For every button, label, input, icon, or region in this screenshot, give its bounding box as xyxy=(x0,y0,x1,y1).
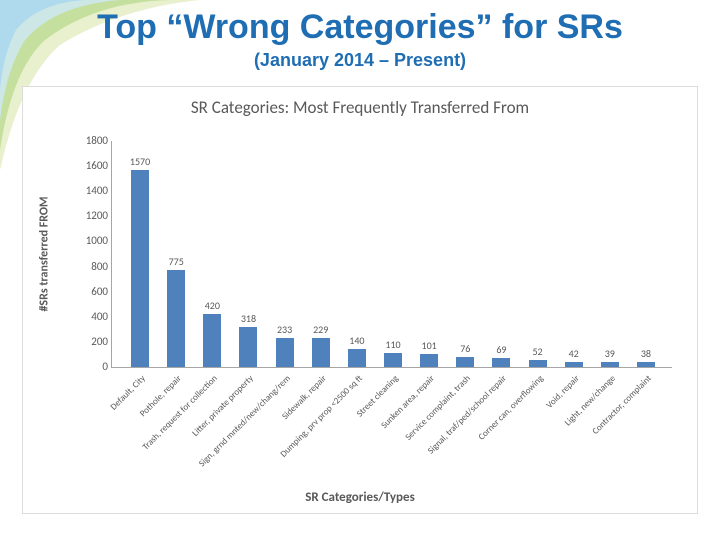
bar-value-label: 52 xyxy=(520,345,556,358)
bar xyxy=(167,270,185,367)
y-tick: 200 xyxy=(76,335,108,348)
bar xyxy=(384,353,402,367)
bar xyxy=(637,362,655,367)
bar-value-label: 69 xyxy=(483,343,519,356)
bar xyxy=(601,362,619,367)
slide-title: Top “Wrong Categories” for SRs xyxy=(0,8,720,47)
y-tick: 1200 xyxy=(76,209,108,222)
slide: Top “Wrong Categories” for SRs (January … xyxy=(0,0,720,540)
bar-value-label: 318 xyxy=(230,312,266,325)
bar xyxy=(312,338,330,367)
bar-value-label: 233 xyxy=(267,323,303,336)
y-axis-label-text: #SRs transferred FROM xyxy=(38,196,52,311)
bar-value-label: 110 xyxy=(375,338,411,351)
slide-subtitle: (January 2014 – Present) xyxy=(0,50,720,71)
bar xyxy=(239,327,257,367)
x-axis-label: SR Categories/Types xyxy=(23,490,697,505)
y-tick: 800 xyxy=(76,260,108,273)
bar-value-label: 42 xyxy=(556,347,592,360)
bar xyxy=(565,362,583,367)
plot-area: 0200400600800100012001400160018001570Def… xyxy=(111,141,672,368)
y-tick: 0 xyxy=(76,360,108,373)
y-tick: 400 xyxy=(76,310,108,323)
bar xyxy=(348,349,366,367)
y-axis-label: #SRs transferred FROM xyxy=(37,141,53,367)
y-tick: 600 xyxy=(76,285,108,298)
bar xyxy=(131,170,149,367)
bar xyxy=(276,338,294,367)
bar xyxy=(420,354,438,367)
chart-title: SR Categories: Most Frequently Transferr… xyxy=(23,97,697,118)
y-tick: 1600 xyxy=(76,159,108,172)
y-tick: 1000 xyxy=(76,234,108,247)
bar-value-label: 101 xyxy=(411,339,447,352)
bar xyxy=(456,357,474,367)
bar xyxy=(529,360,547,367)
bar-value-label: 775 xyxy=(158,255,194,268)
bar-value-label: 76 xyxy=(447,342,483,355)
bar-value-label: 38 xyxy=(628,347,664,360)
bar xyxy=(492,358,510,367)
bar-value-label: 1570 xyxy=(122,155,158,168)
y-tick: 1800 xyxy=(76,134,108,147)
chart-card: SR Categories: Most Frequently Transferr… xyxy=(22,86,698,514)
bar-value-label: 39 xyxy=(592,347,628,360)
bar xyxy=(203,314,221,367)
bar-value-label: 140 xyxy=(339,334,375,347)
bar-value-label: 420 xyxy=(194,299,230,312)
y-tick: 1400 xyxy=(76,184,108,197)
bar-value-label: 229 xyxy=(303,323,339,336)
